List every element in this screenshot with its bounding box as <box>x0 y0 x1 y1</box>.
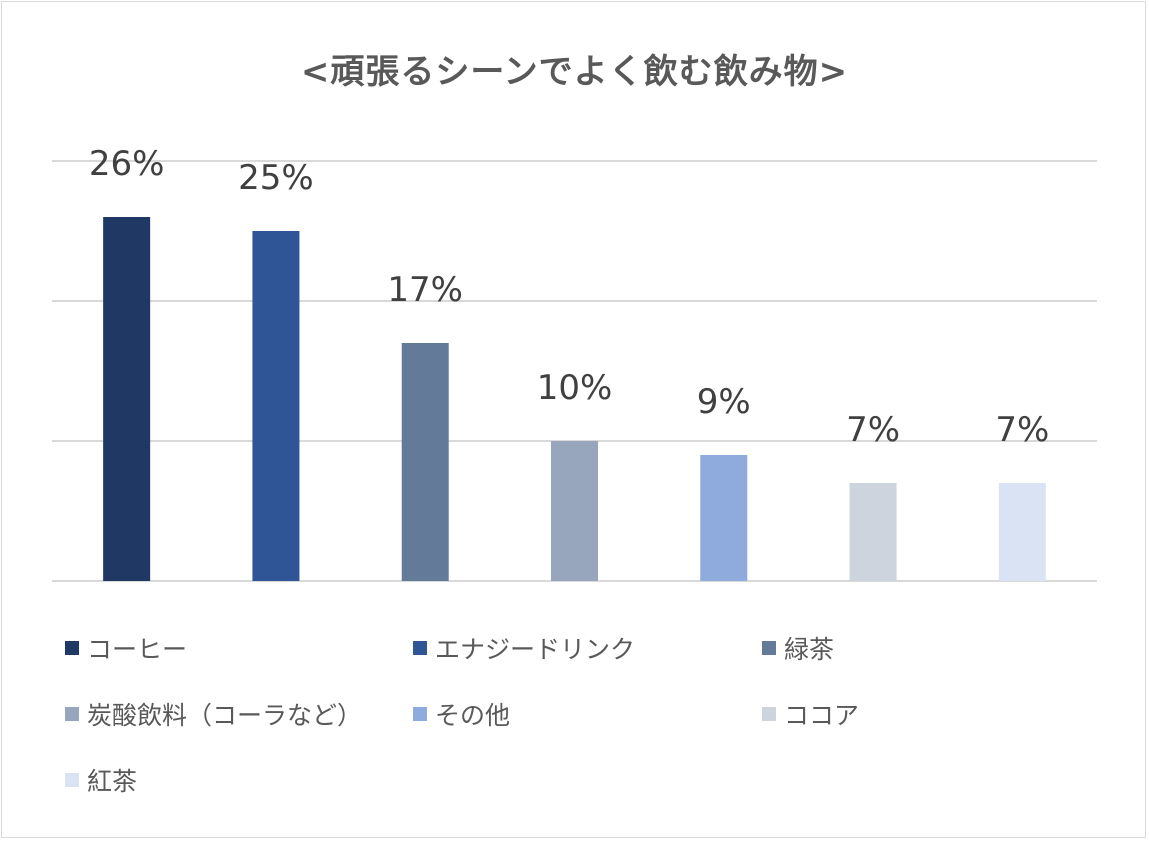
bar <box>103 217 151 581</box>
bar <box>998 483 1046 581</box>
data-label: 10% <box>537 368 613 408</box>
data-label: 26% <box>89 144 165 184</box>
data-labels: 26% 25% 17% 10% 9% 7% 7% <box>89 144 1049 450</box>
data-label: 9% <box>697 382 751 422</box>
bars <box>103 217 1046 581</box>
bar <box>849 483 897 581</box>
bar <box>700 455 748 581</box>
bar <box>252 231 300 581</box>
data-label: 7% <box>846 410 900 450</box>
bar <box>401 343 449 581</box>
data-label: 7% <box>995 410 1049 450</box>
chart-title: <頑張るシーンでよく飲む飲み物> <box>300 52 849 92</box>
data-label: 25% <box>238 158 314 198</box>
bar <box>551 441 598 581</box>
data-label: 17% <box>387 270 463 310</box>
